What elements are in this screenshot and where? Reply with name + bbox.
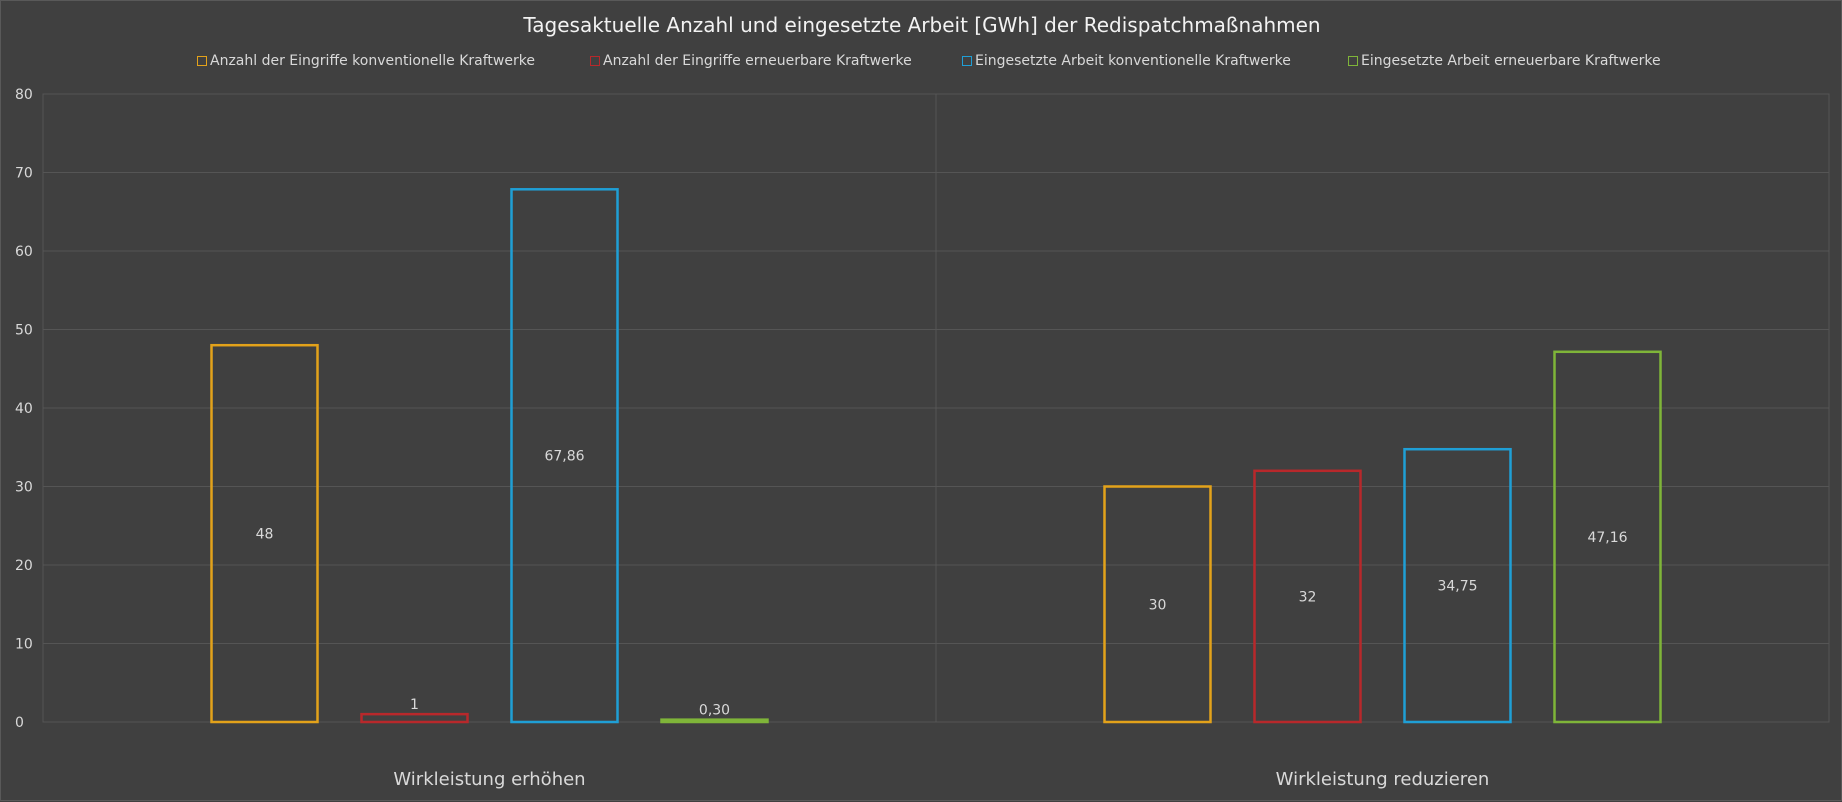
legend-label-3: Eingesetzte Arbeit konventionelle Kraftw… (975, 53, 1291, 69)
legend-swatch-2 (590, 56, 600, 66)
legend-label-2: Anzahl der Eingriffe erneuerbare Kraftwe… (603, 53, 912, 69)
bar-s1-c2 (1103, 485, 1212, 724)
data-label-s2-c2: 32 (1299, 589, 1317, 605)
y-tick-label-3: 30 (15, 480, 33, 496)
y-tick-label-6: 60 (15, 244, 33, 260)
bar-s4-c1 (660, 718, 769, 724)
bar-s3-c1 (510, 188, 619, 724)
data-label-s1-c2: 30 (1149, 597, 1167, 613)
category-label-2: Wirkleistung reduzieren (1276, 769, 1490, 790)
data-label-s3-c2: 34,75 (1437, 579, 1477, 595)
data-label-s1-c1: 48 (256, 527, 274, 543)
y-tick-label-8: 80 (15, 87, 33, 103)
chart-title: Tagesaktuelle Anzahl und eingesetzte Arb… (523, 13, 1321, 37)
data-label-s2-c1: 1 (410, 697, 419, 713)
data-label-s3-c1: 67,86 (544, 449, 584, 465)
legend-swatch-1 (197, 56, 207, 66)
legend-item-2: Anzahl der Eingriffe erneuerbare Kraftwe… (590, 53, 912, 69)
legend-item-3: Eingesetzte Arbeit konventionelle Kraftw… (962, 53, 1291, 69)
bar-s3-c2 (1403, 447, 1512, 724)
bar-s2-c2 (1253, 469, 1362, 724)
y-tick-label-2: 20 (15, 558, 33, 574)
data-label-s4-c2: 47,16 (1587, 530, 1627, 546)
legend-label-1: Anzahl der Eingriffe konventionelle Kraf… (210, 53, 535, 69)
y-tick-label-1: 10 (15, 637, 33, 653)
bar-s1-c1 (210, 343, 319, 724)
legend-swatch-3 (962, 56, 972, 66)
y-tick-label-5: 50 (15, 323, 33, 339)
category-label-1: Wirkleistung erhöhen (393, 769, 585, 790)
data-label-s4-c1: 0,30 (699, 703, 730, 719)
y-tick-label-4: 40 (15, 401, 33, 417)
legend-label-4: Eingesetzte Arbeit erneuerbare Kraftwerk… (1361, 53, 1661, 69)
bar-s2-c1 (360, 712, 469, 724)
bar-s4-c2 (1553, 350, 1662, 724)
y-tick-label-7: 70 (15, 166, 33, 182)
y-tick-label-0: 0 (15, 715, 24, 731)
legend: Anzahl der Eingriffe konventionelle Kraf… (1, 53, 1842, 73)
legend-item-4: Eingesetzte Arbeit erneuerbare Kraftwerk… (1348, 53, 1661, 69)
legend-item-1: Anzahl der Eingriffe konventionelle Kraf… (197, 53, 535, 69)
legend-swatch-4 (1348, 56, 1358, 66)
